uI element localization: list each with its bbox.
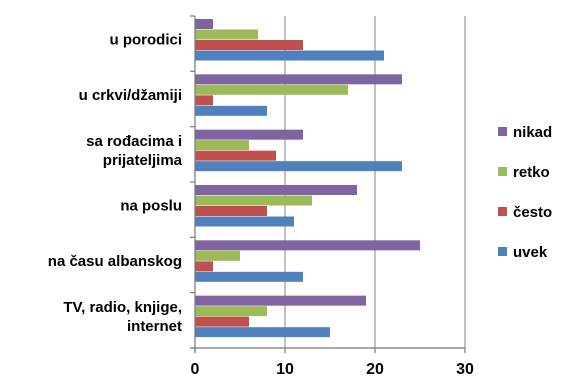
legend-label-nikad: nikad <box>513 124 552 141</box>
bar-nikad-4 <box>195 240 420 251</box>
bar-retko-0 <box>195 29 258 40</box>
bar-nikad-0 <box>195 19 213 29</box>
bar-često-4 <box>195 261 213 272</box>
category-label: TV, radio, knjige, <box>63 299 182 316</box>
bar-uvek-4 <box>195 271 303 282</box>
bar-nikad-5 <box>195 295 366 306</box>
axes <box>190 15 466 353</box>
tick-labels: 0 10 20 30 <box>191 361 474 378</box>
bar-često-0 <box>195 40 303 50</box>
category-label: na času albanskog <box>48 253 182 270</box>
bar-često-1 <box>195 95 213 106</box>
category-label: u porodici <box>110 32 183 49</box>
category-label: u crkvi/džamiji <box>79 87 182 104</box>
legend-label-uvek: uvek <box>513 244 548 261</box>
bar-nikad-3 <box>195 185 357 195</box>
bar-uvek-3 <box>195 216 294 227</box>
legend-swatch-retko <box>498 167 507 176</box>
legend: nikad retko često uvek <box>498 124 552 261</box>
legend-swatch-često <box>498 207 507 216</box>
category-label: sa rođacima i <box>86 133 182 150</box>
bar-retko-4 <box>195 250 240 261</box>
legend-label-retko: retko <box>513 164 550 181</box>
bar-nikad-2 <box>195 129 303 140</box>
category-label: prijateljima <box>103 152 183 169</box>
category-labels: u porodici u crkvi/džamiji sa rođacima i pr… <box>48 32 183 335</box>
bar-uvek-5 <box>195 327 330 338</box>
legend-label-često: često <box>513 204 552 221</box>
x-tick-label: 30 <box>456 361 474 378</box>
bar-često-5 <box>195 316 249 327</box>
bar-retko-2 <box>195 140 249 151</box>
bar-uvek-2 <box>195 161 402 172</box>
bar-uvek-1 <box>195 105 267 116</box>
category-label: na poslu <box>120 198 182 215</box>
bar-retko-5 <box>195 306 267 317</box>
bar-retko-1 <box>195 84 348 95</box>
legend-swatch-nikad <box>498 127 507 136</box>
gridlines <box>284 16 466 348</box>
bar-nikad-1 <box>195 74 402 85</box>
bar-često-2 <box>195 150 276 161</box>
x-tick-label: 20 <box>366 361 384 378</box>
x-tick-label: 0 <box>191 361 200 378</box>
category-label: internet <box>127 318 182 335</box>
x-tick-label: 10 <box>276 361 294 378</box>
bar-retko-3 <box>195 195 312 206</box>
bar-često-3 <box>195 206 267 216</box>
bars <box>195 19 420 338</box>
legend-swatch-uvek <box>498 247 507 256</box>
bar-uvek-0 <box>195 50 384 61</box>
